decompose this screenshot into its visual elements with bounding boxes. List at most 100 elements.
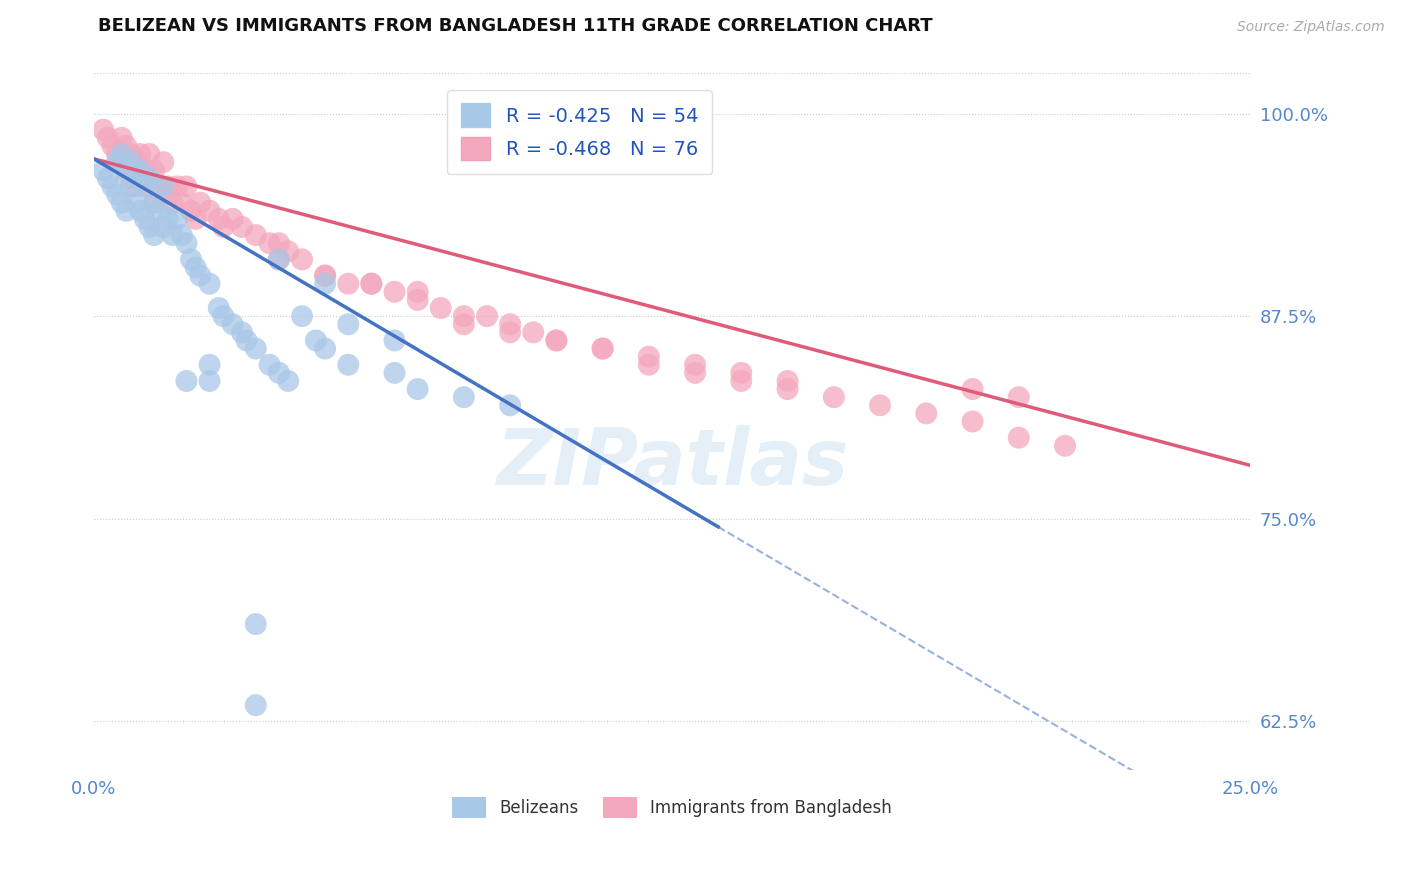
- Point: [162, 195, 184, 210]
- Point: [124, 195, 146, 210]
- Point: [277, 244, 299, 259]
- Point: [683, 358, 706, 372]
- Point: [291, 252, 314, 267]
- Point: [111, 155, 134, 169]
- Point: [198, 277, 221, 291]
- Point: [188, 268, 211, 283]
- Point: [384, 366, 406, 380]
- Point: [314, 268, 336, 283]
- Point: [475, 309, 498, 323]
- Point: [522, 326, 544, 340]
- Point: [337, 277, 360, 291]
- Point: [180, 203, 202, 218]
- Point: [776, 374, 799, 388]
- Point: [143, 163, 166, 178]
- Point: [111, 195, 134, 210]
- Point: [138, 219, 160, 234]
- Point: [105, 155, 128, 169]
- Point: [120, 155, 142, 169]
- Point: [277, 374, 299, 388]
- Point: [453, 390, 475, 404]
- Point: [212, 219, 235, 234]
- Point: [683, 366, 706, 380]
- Point: [143, 195, 166, 210]
- Point: [184, 211, 207, 226]
- Point: [546, 334, 568, 348]
- Point: [776, 382, 799, 396]
- Point: [152, 219, 174, 234]
- Point: [337, 358, 360, 372]
- Point: [267, 236, 290, 251]
- Point: [152, 187, 174, 202]
- Point: [962, 382, 984, 396]
- Point: [91, 122, 114, 136]
- Point: [115, 163, 138, 178]
- Point: [134, 211, 156, 226]
- Point: [291, 309, 314, 323]
- Point: [259, 236, 281, 251]
- Point: [198, 203, 221, 218]
- Point: [115, 163, 138, 178]
- Point: [406, 293, 429, 307]
- Point: [129, 147, 152, 161]
- Point: [162, 228, 184, 243]
- Point: [267, 252, 290, 267]
- Point: [198, 374, 221, 388]
- Point: [267, 252, 290, 267]
- Point: [152, 179, 174, 194]
- Point: [245, 342, 267, 356]
- Point: [429, 301, 451, 315]
- Point: [231, 326, 253, 340]
- Point: [120, 171, 142, 186]
- Point: [184, 260, 207, 275]
- Point: [384, 285, 406, 299]
- Point: [915, 406, 938, 420]
- Point: [546, 334, 568, 348]
- Point: [592, 342, 614, 356]
- Point: [453, 317, 475, 331]
- Point: [124, 171, 146, 186]
- Point: [129, 203, 152, 218]
- Text: BELIZEAN VS IMMIGRANTS FROM BANGLADESH 11TH GRADE CORRELATION CHART: BELIZEAN VS IMMIGRANTS FROM BANGLADESH 1…: [98, 17, 934, 35]
- Point: [152, 155, 174, 169]
- Point: [143, 195, 166, 210]
- Point: [406, 382, 429, 396]
- Point: [499, 398, 522, 412]
- Point: [259, 358, 281, 372]
- Point: [91, 163, 114, 178]
- Point: [245, 617, 267, 632]
- Point: [170, 195, 193, 210]
- Point: [198, 358, 221, 372]
- Point: [305, 334, 328, 348]
- Point: [97, 171, 120, 186]
- Point: [134, 179, 156, 194]
- Point: [156, 211, 179, 226]
- Point: [208, 301, 231, 315]
- Point: [97, 131, 120, 145]
- Point: [148, 203, 170, 218]
- Point: [166, 211, 188, 226]
- Point: [115, 139, 138, 153]
- Point: [138, 179, 160, 194]
- Point: [176, 236, 198, 251]
- Point: [180, 252, 202, 267]
- Point: [245, 698, 267, 713]
- Point: [138, 147, 160, 161]
- Point: [111, 131, 134, 145]
- Point: [166, 179, 188, 194]
- Point: [360, 277, 382, 291]
- Point: [176, 179, 198, 194]
- Point: [101, 139, 124, 153]
- Point: [221, 317, 243, 331]
- Point: [111, 147, 134, 161]
- Point: [105, 187, 128, 202]
- Point: [314, 342, 336, 356]
- Point: [120, 179, 142, 194]
- Point: [129, 171, 152, 186]
- Point: [384, 334, 406, 348]
- Point: [499, 326, 522, 340]
- Point: [637, 350, 659, 364]
- Point: [101, 179, 124, 194]
- Point: [124, 155, 146, 169]
- Point: [360, 277, 382, 291]
